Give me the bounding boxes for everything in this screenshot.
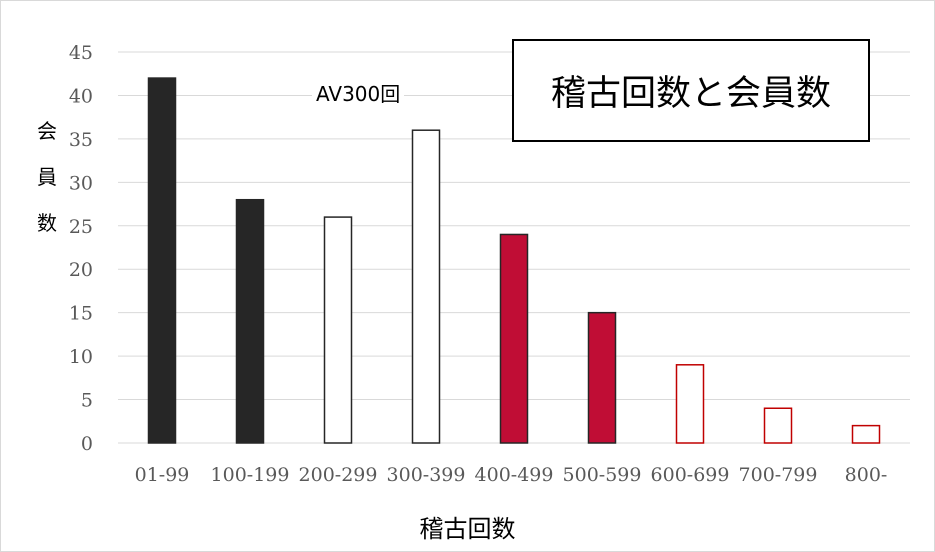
x-axis-label: 稽古回数 xyxy=(419,515,516,543)
y-tick-label: 25 xyxy=(69,216,93,238)
y-axis-label-char: 数 xyxy=(37,211,57,235)
y-tick-label: 0 xyxy=(81,433,93,455)
y-tick-label: 20 xyxy=(69,259,93,281)
annotation-av300: AV300回 xyxy=(312,78,405,107)
bar-300-399 xyxy=(411,129,441,444)
x-tick-label: 01-99 xyxy=(135,464,190,486)
bar-800- xyxy=(851,424,881,444)
y-tick-label: 5 xyxy=(81,390,93,412)
x-tick-label: 500-599 xyxy=(563,464,642,486)
bar-600-699 xyxy=(675,364,705,444)
bar-layer xyxy=(147,77,881,444)
x-tick-label: 200-299 xyxy=(299,464,378,486)
y-tick-label: 45 xyxy=(69,42,93,64)
bar-400-499 xyxy=(499,233,529,444)
x-tick-labels: 01-99 100-199 200-299 300-399 400-499 500-599… xyxy=(135,464,888,486)
x-tick-label: 800- xyxy=(845,464,888,486)
x-tick-label: 400-499 xyxy=(475,464,554,486)
y-tick-label: 30 xyxy=(69,172,93,194)
chart-title-box: 稽古回数と会員数 xyxy=(512,39,870,142)
y-axis-label-char: 会 xyxy=(37,119,57,143)
x-tick-label: 300-399 xyxy=(387,464,466,486)
bar-200-299 xyxy=(323,216,353,444)
bar-700-799 xyxy=(763,407,793,444)
x-tick-label: 700-799 xyxy=(739,464,818,486)
x-tick-label: 600-699 xyxy=(651,464,730,486)
chart-title: 稽古回数と会員数 xyxy=(550,74,831,114)
bar-500-599 xyxy=(587,311,617,444)
x-tick-label: 100-199 xyxy=(211,464,290,486)
y-tick-label: 15 xyxy=(69,303,93,325)
y-tick-label: 40 xyxy=(69,85,93,107)
y-axis-label-char: 員 xyxy=(37,165,57,189)
y-tick-label: 10 xyxy=(69,346,93,368)
bar-100-199 xyxy=(235,198,265,444)
y-tick-labels: 0 5 10 15 20 25 30 35 40 45 xyxy=(69,42,93,455)
bar-01-99 xyxy=(147,77,177,444)
y-tick-label: 35 xyxy=(69,129,93,151)
